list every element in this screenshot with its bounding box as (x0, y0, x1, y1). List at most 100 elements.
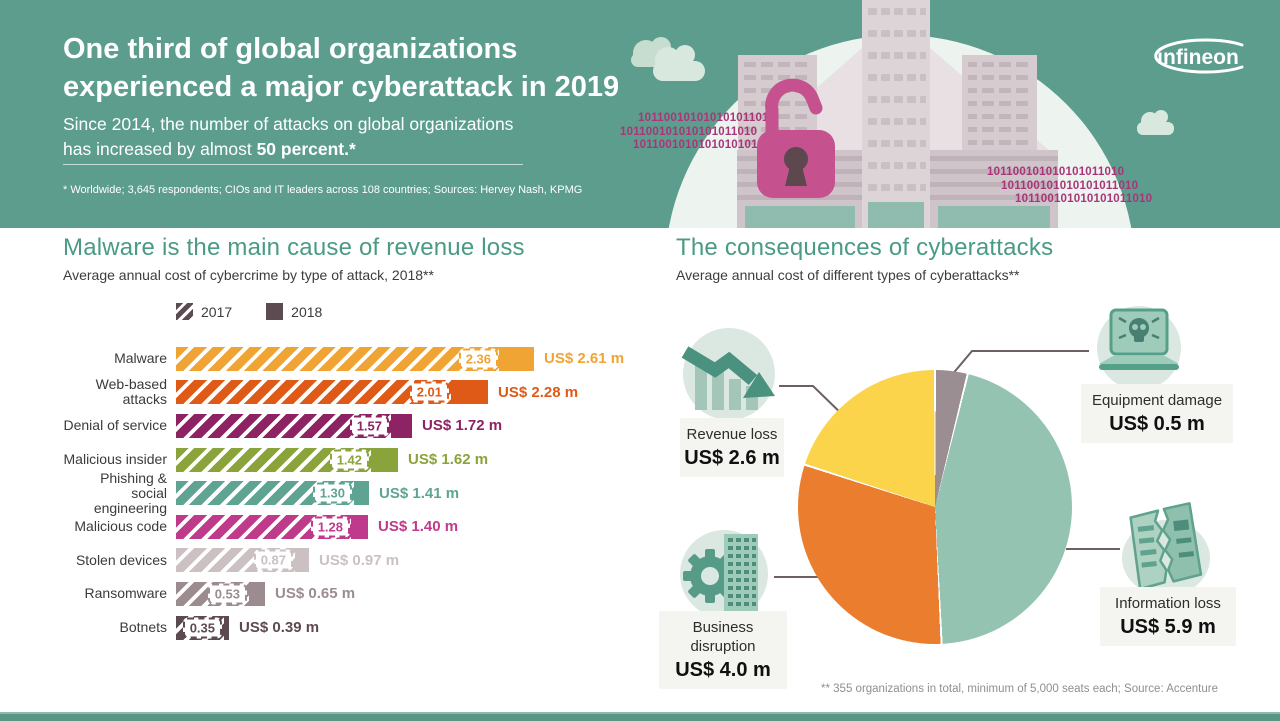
slice-value: US$ 2.6 m (684, 447, 780, 469)
binary-code-left: 101100101010101011010 101100101010101011… (620, 112, 775, 153)
bar-category-label: Malicious insider (63, 451, 167, 468)
bar-2018-value-label: US$ 1.72 m (422, 417, 503, 435)
revenue-loss-label-box: Revenue loss US$ 2.6 m (680, 418, 784, 477)
infineon-logo: infineon (1154, 38, 1244, 74)
bar: 1.57 (176, 413, 412, 438)
bar-2018-value-label: US$ 0.65 m (275, 585, 356, 603)
bar-row: Botnets 0.35 US$ 0.39 m (63, 611, 683, 645)
storefront-center (868, 202, 924, 228)
bar-2017-hatched-segment (176, 346, 499, 371)
header-banner: 101100101010101011010 101100101010101011… (0, 0, 1280, 228)
bar: 1.28 (176, 514, 368, 539)
logo-text: infineon (1157, 46, 1239, 69)
slice-label: Revenue loss (686, 426, 778, 443)
cloud-right (1137, 110, 1174, 135)
header-subtitle-line1: Since 2014, the number of attacks on glo… (63, 114, 514, 134)
information-loss-label-box: Information loss US$ 5.9 m (1100, 587, 1236, 646)
binary-line: 101100101010101011010 (638, 112, 776, 124)
binary-line: 101100101010101011010 (1015, 193, 1153, 205)
slice-value: US$ 5.9 m (1120, 616, 1216, 638)
bar-2017-value-badge: 2.36 (458, 348, 498, 370)
legend-swatch-2018-solid (266, 303, 284, 320)
header-divider (63, 164, 523, 165)
torn-document-icon (1122, 502, 1210, 596)
slice-label: Business disruption (690, 619, 756, 655)
laptop-skull-icon (1097, 306, 1181, 390)
equipment-damage-label-box: Equipment damage US$ 0.5 m (1081, 384, 1233, 443)
binary-code-right: 101100101010101011010 101100101010101011… (987, 166, 1152, 207)
bar-row: Ransomware 0.53 US$ 0.65 m (63, 577, 683, 611)
cloud-left-front (653, 45, 705, 81)
declining-chart-icon (681, 328, 775, 420)
bar-chart-subtitle: Average annual cost of cybercrime by typ… (63, 267, 434, 283)
slice-label: Equipment damage (1091, 392, 1223, 409)
storefront-right (938, 206, 1050, 228)
legend-label-2018: 2018 (291, 303, 323, 320)
bar-2018-value-label: US$ 2.61 m (544, 350, 625, 368)
bar-2018-value-label: US$ 2.28 m (498, 383, 579, 401)
header-title: One third of global organizations experi… (63, 30, 619, 106)
binary-line: 10110010101010101011 (633, 139, 764, 151)
gear-building-icon (680, 530, 768, 618)
header-title-line2: experienced a major cyberattack in 2019 (63, 71, 620, 103)
storefront-left (745, 206, 855, 228)
bar: 1.30 (176, 481, 369, 506)
bar-row: Web-based attacks 2.01 US$ 2.28 m (63, 376, 683, 410)
bar-2017-value-badge: 2.01 (409, 381, 449, 403)
bar-chart-title: Malware is the main cause of revenue los… (63, 234, 525, 261)
pie-chart (798, 370, 1072, 644)
bar: 0.87 (176, 548, 309, 573)
bar-2017-value-badge: 0.87 (253, 549, 293, 571)
bar-category-label: Botnets (119, 619, 167, 636)
bar: 0.35 (176, 615, 229, 640)
binary-line: 101100101010101011010 (987, 166, 1125, 178)
bar-category-label: Denial of service (63, 417, 168, 434)
business-disruption-label-box: Business disruption US$ 4.0 m (659, 611, 787, 689)
bar-row: Phishing & social engineering 1.30 US$ 1.4… (63, 470, 683, 515)
bar: 2.01 (176, 380, 488, 405)
header-footnote: * Worldwide; 3,645 respondents; CIOs and… (63, 184, 583, 196)
slice-label: Information loss (1115, 595, 1221, 612)
bar-2018-value-label: US$ 0.39 m (239, 619, 320, 637)
bar-2017-hatched-segment (176, 380, 451, 405)
pie-chart-footnote: ** 355 organizations in total, minimum o… (821, 683, 1218, 695)
bar-row: Malicious insider 1.42 US$ 1.62 m (63, 443, 683, 477)
bar-chart-legend: 2017 2018 (176, 303, 322, 320)
bar-2018-value-label: US$ 0.97 m (319, 551, 400, 569)
pie-chart-subtitle: Average annual cost of different types o… (676, 267, 1020, 283)
bar-category-label: Ransomware (84, 585, 167, 602)
open-padlock-icon (757, 78, 835, 198)
header-title-line1: One third of global organizations (63, 33, 518, 65)
bar-category-label: Malware (114, 350, 167, 367)
bar-category-label: Stolen devices (75, 551, 167, 568)
bar-2017-value-badge: 0.53 (207, 583, 247, 605)
binary-line: 101100101010101011010 (1001, 179, 1139, 192)
bar-2017-value-badge: 1.42 (329, 449, 369, 471)
bar-2018-value-label: US$ 1.40 m (378, 518, 459, 536)
bar-2017-value-badge: 1.28 (310, 516, 350, 538)
bar-row: Stolen devices 0.87 US$ 0.97 m (63, 544, 683, 578)
bar-row: Malware 2.36 US$ 2.61 m (63, 342, 683, 376)
bar-category-label: Malicious code (74, 518, 167, 535)
bar-2017-value-badge: 1.30 (312, 482, 352, 504)
slice-value: US$ 0.5 m (1109, 413, 1205, 435)
header-subtitle-line2: has increased by almost 50 percent.* (63, 139, 356, 159)
bar: 0.53 (176, 581, 265, 606)
bar: 2.36 (176, 346, 534, 371)
bar-2018-value-label: US$ 1.41 m (379, 484, 460, 502)
slice-value: US$ 4.0 m (675, 659, 771, 681)
bar: 1.42 (176, 447, 398, 472)
legend-swatch-2017-hatched (176, 303, 193, 320)
bar-row: Denial of service 1.57 US$ 1.72 m (63, 409, 683, 443)
bottom-accent-strip (0, 712, 1280, 721)
legend-label-2017: 2017 (201, 303, 233, 320)
bar-2018-value-label: US$ 1.62 m (408, 451, 489, 469)
bar-2017-value-badge: 0.35 (182, 617, 222, 639)
bar-chart-rows: Malware 2.36 US$ 2.61 m Web-based attacks 2.… (63, 342, 683, 644)
binary-line: 101100101010101011010 (620, 125, 758, 138)
pie-chart-title: The consequences of cyberattacks (676, 234, 1054, 261)
bar-category-label: Web-based attacks (95, 376, 167, 408)
header-subtitle: Since 2014, the number of attacks on glo… (63, 112, 513, 162)
